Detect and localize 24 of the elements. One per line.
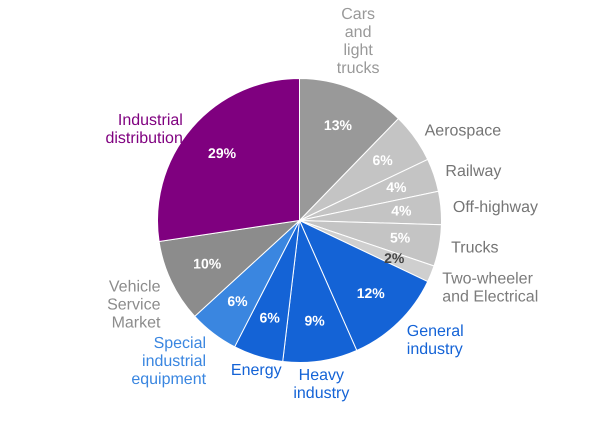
data-label: 10% (193, 255, 222, 272)
slice-label: Vehicle Service Market (107, 278, 162, 332)
slice-label: Two-wheeler and Electrical (442, 270, 538, 306)
slice-label: Aerospace (424, 122, 502, 140)
data-label: 6% (227, 292, 248, 309)
slice-label: Trucks (451, 240, 498, 257)
data-label: 5% (390, 230, 411, 246)
slice-label: Off-highway (452, 198, 538, 216)
data-label: 9% (304, 312, 326, 329)
data-label: 2% (384, 250, 405, 266)
data-label: 13% (324, 116, 352, 133)
data-label: 12% (356, 284, 386, 301)
data-label: 6% (372, 152, 394, 168)
slice-label: Industrial distribution (105, 112, 183, 147)
slice-label: Heavy industry (293, 366, 350, 402)
data-label: 6% (260, 309, 280, 326)
slice-label: General industry (406, 322, 464, 358)
data-label: 4% (386, 178, 408, 195)
slice-label: Railway (445, 163, 502, 180)
slice-label: Cars and light trucks (336, 6, 380, 77)
data-label: 29% (208, 144, 237, 161)
slice-label: Special industrial equipment (131, 334, 207, 388)
slice-label: Energy (230, 362, 282, 380)
data-label: 4% (391, 202, 412, 218)
